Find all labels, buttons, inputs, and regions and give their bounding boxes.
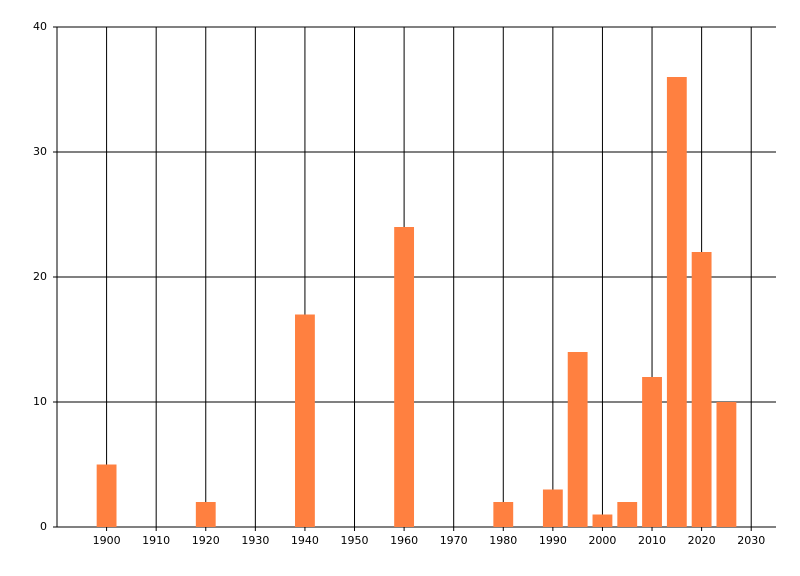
bar [195,502,216,527]
bar [691,252,712,527]
bar [542,489,563,527]
bar [567,352,588,527]
bar [666,77,687,527]
x-tick-label: 2030 [737,534,765,547]
y-tick-label: 0 [40,520,47,533]
bar [493,502,514,527]
x-tick-label: 1960 [390,534,418,547]
y-tick-label: 10 [33,395,47,408]
bar [96,464,117,527]
bar [592,514,613,527]
x-tick-label: 1920 [192,534,220,547]
bar [394,227,415,527]
x-tick-label: 1900 [93,534,121,547]
bar [295,314,315,527]
x-tick-label: 1940 [291,534,319,547]
x-tick-label: 1970 [440,534,468,547]
x-tick-label: 2020 [688,534,716,547]
x-tick-label: 1930 [241,534,269,547]
x-tick-label: 1990 [539,534,567,547]
bar [617,502,638,527]
x-tick-label: 2000 [588,534,616,547]
x-tick-label: 1910 [142,534,170,547]
x-tick-label: 1950 [341,534,369,547]
bar [642,377,662,527]
y-tick-label: 40 [33,20,47,33]
y-tick-label: 20 [33,270,47,283]
y-tick-label: 30 [33,145,47,158]
x-tick-label: 2010 [638,534,666,547]
x-tick-label: 1980 [489,534,517,547]
bar [716,402,737,527]
